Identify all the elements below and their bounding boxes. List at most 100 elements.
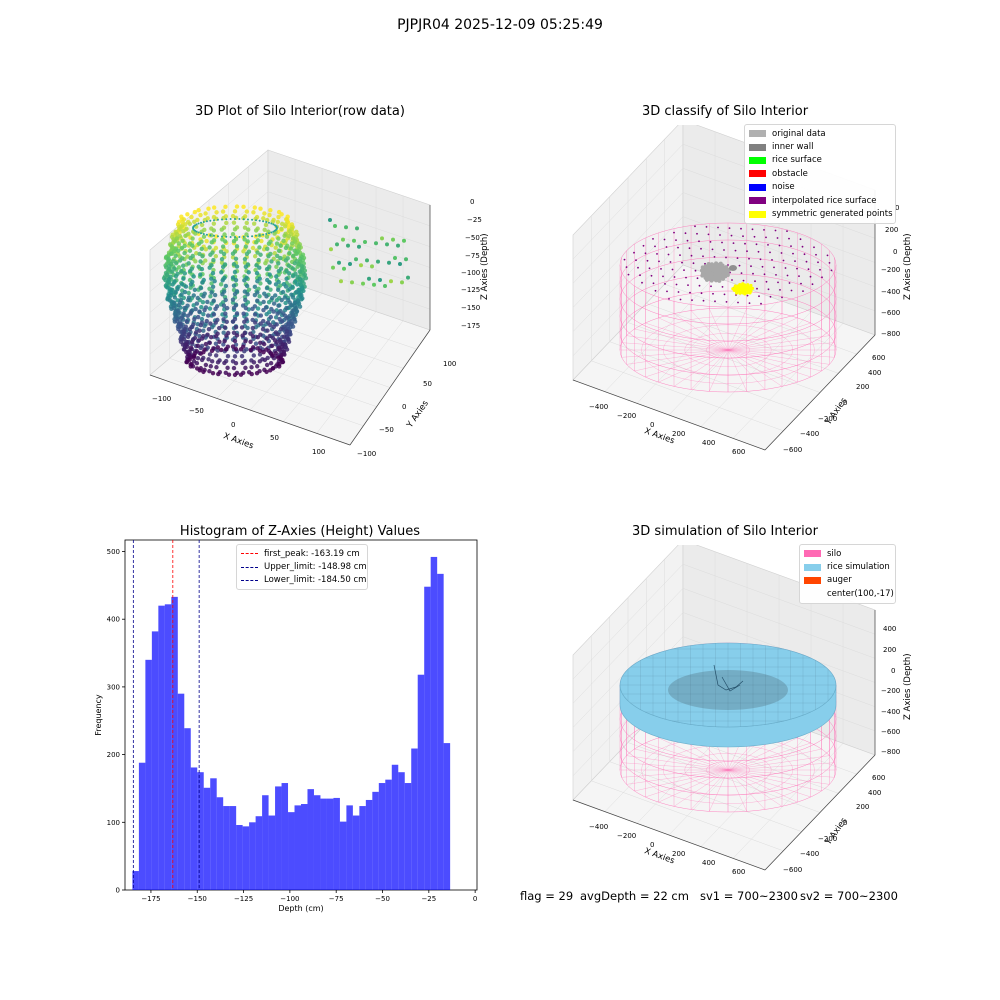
raw-point — [253, 205, 257, 209]
raw-point — [197, 242, 201, 246]
interpolated-point — [664, 239, 666, 241]
symmetric-point — [743, 292, 746, 295]
interpolated-point — [790, 245, 792, 247]
raw-point — [257, 266, 261, 270]
raw-point — [188, 311, 192, 315]
raw-point — [207, 327, 211, 331]
interpolated-point — [802, 246, 804, 248]
raw-point — [361, 282, 365, 286]
interpolated-point — [655, 290, 657, 292]
raw-point — [217, 340, 221, 344]
raw-point — [294, 290, 298, 294]
legend-label: inner wall — [772, 142, 813, 152]
raw-point — [190, 243, 194, 247]
classify-x-tick: −400 — [589, 403, 608, 411]
raw-point — [250, 307, 254, 311]
simulation-x-tick: −400 — [589, 823, 608, 831]
raw-point — [210, 349, 214, 353]
raw-point — [227, 372, 231, 376]
raw-point — [242, 278, 246, 282]
raw-point — [210, 240, 214, 244]
interpolated-point — [653, 282, 655, 284]
raw-point — [243, 236, 245, 238]
raw-point — [233, 292, 237, 296]
status-avg-depth: avgDepth = 22 cm — [580, 889, 689, 903]
figure-title: PJPJR04 2025-12-09 05:25:49 — [0, 17, 1000, 33]
interpolated-point — [796, 268, 798, 270]
raw-point — [333, 224, 337, 228]
raw-point — [263, 261, 267, 265]
interpolated-point — [703, 300, 705, 302]
histogram-bar — [359, 806, 365, 890]
raw-point — [256, 258, 260, 262]
raw-point — [209, 234, 211, 236]
raw-point — [398, 262, 402, 266]
raw-point — [245, 252, 249, 256]
raw-point — [276, 226, 278, 228]
interpolated-point — [756, 288, 758, 290]
interpolated-point — [680, 299, 682, 301]
raw-point — [291, 254, 295, 258]
raw-point — [298, 269, 302, 273]
raw-point — [277, 348, 281, 352]
status-sv1: sv1 = 700~2300 — [700, 889, 798, 903]
raw-y-tick: 100 — [443, 360, 456, 368]
legend-swatch — [749, 144, 766, 151]
raw-point — [225, 218, 227, 220]
legend-swatch — [749, 157, 766, 164]
raw-point — [226, 354, 230, 358]
raw-point — [261, 308, 265, 312]
original-data-point — [726, 273, 730, 277]
raw-point — [200, 232, 202, 234]
raw-point — [269, 259, 273, 263]
raw-point — [172, 301, 176, 305]
interpolated-point — [750, 265, 752, 267]
raw-point — [174, 274, 178, 278]
raw-point — [180, 239, 184, 243]
raw-point — [224, 333, 228, 337]
raw-point — [220, 292, 224, 296]
histogram-y-tick-label: 100 — [107, 819, 120, 827]
raw-point — [253, 312, 257, 316]
raw-point — [266, 254, 270, 258]
raw-point — [178, 322, 182, 326]
raw-point — [204, 363, 208, 367]
raw-point — [193, 210, 197, 214]
histogram-bar — [191, 767, 197, 890]
raw-point — [268, 222, 270, 224]
raw-point — [188, 256, 192, 260]
raw-point — [282, 234, 286, 238]
raw-point — [205, 319, 209, 323]
raw-point — [189, 346, 193, 350]
interpolated-point — [802, 290, 804, 292]
raw-point — [253, 293, 257, 297]
raw-point — [196, 208, 200, 212]
raw-point — [286, 337, 290, 341]
interpolated-point — [666, 291, 668, 293]
raw-point — [200, 254, 204, 258]
raw-point — [200, 222, 202, 224]
raw-point — [172, 266, 176, 270]
raw-point — [216, 372, 220, 376]
legend-swatch — [804, 550, 821, 557]
legend-label: rice surface — [772, 155, 822, 165]
interpolated-point — [637, 267, 639, 269]
interpolated-point — [652, 238, 654, 240]
legend-entry: obstacle — [749, 167, 891, 180]
histogram-bar — [282, 783, 288, 890]
interpolated-point — [687, 284, 689, 286]
interpolated-point — [783, 260, 785, 262]
interpolated-point — [710, 285, 712, 287]
interpolated-point — [689, 247, 691, 249]
histogram-bar — [333, 798, 339, 890]
interpolated-point — [748, 258, 750, 260]
raw-y-tick: 50 — [423, 380, 432, 388]
raw-point — [199, 323, 203, 327]
simulation-z-tick: −400 — [881, 708, 900, 716]
raw-point — [385, 242, 389, 246]
interpolated-point — [701, 292, 703, 294]
raw-point — [217, 326, 221, 330]
raw-point — [181, 277, 185, 281]
interpolated-point — [763, 229, 765, 231]
raw-point — [247, 218, 249, 220]
